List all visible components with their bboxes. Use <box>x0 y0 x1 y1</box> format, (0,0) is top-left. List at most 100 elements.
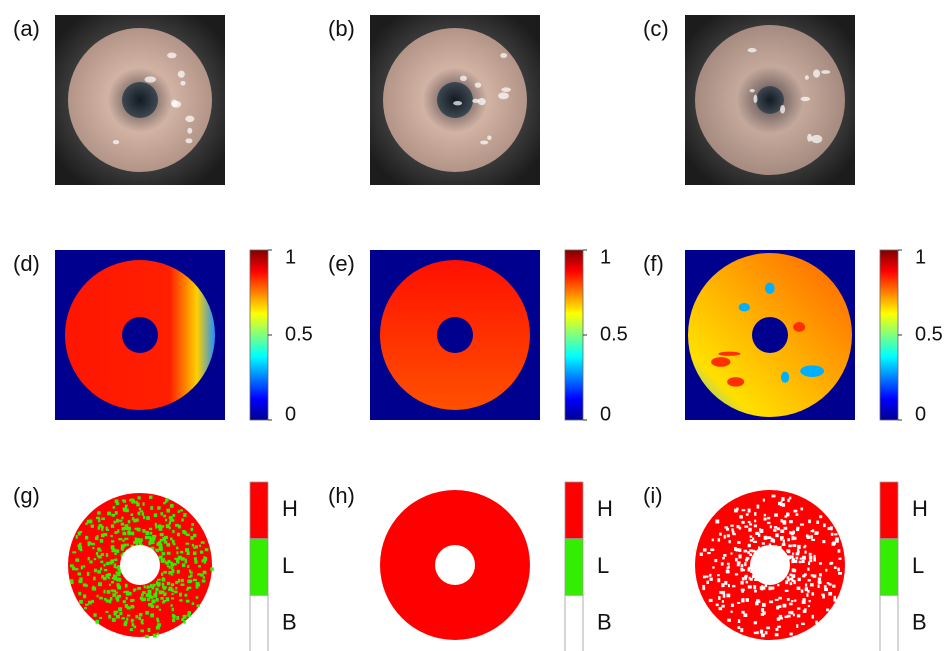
class-speckle <box>741 599 744 603</box>
class-speckle <box>181 518 183 521</box>
class-speckle <box>131 619 133 623</box>
specular-highlight <box>172 101 181 108</box>
class-speckle <box>791 560 794 563</box>
class-speckle <box>116 519 119 523</box>
class-speckle <box>760 529 764 533</box>
class-speckle <box>149 593 151 595</box>
class-speckle <box>144 585 146 588</box>
class-speckle <box>767 522 770 524</box>
class-speckle <box>166 543 170 546</box>
class-speckle <box>148 590 152 594</box>
class-speckle <box>145 611 148 615</box>
class-speckle <box>87 572 90 576</box>
heatmap-spot <box>718 352 740 356</box>
class-speckle <box>746 581 748 584</box>
class-speckle <box>114 553 116 555</box>
class-speckle <box>162 578 165 582</box>
class-speckle <box>709 574 711 577</box>
class-speckle <box>796 552 800 555</box>
specular-highlight <box>500 53 507 58</box>
class-speckle <box>718 538 720 541</box>
class-speckle <box>118 538 122 540</box>
class-speckle <box>94 569 97 573</box>
class-speckle <box>835 537 838 540</box>
class-speckle <box>85 536 88 540</box>
class-speckle <box>172 514 175 517</box>
class-speckle <box>180 551 183 554</box>
class-speckle <box>121 517 123 520</box>
class-speckle <box>160 525 164 527</box>
class-speckle <box>182 563 185 567</box>
class-speckle <box>819 573 822 576</box>
class-speckle <box>771 587 774 590</box>
class-speckle <box>179 593 182 597</box>
class-speckle <box>799 561 802 563</box>
legend-swatch <box>880 595 898 651</box>
class-speckle <box>147 598 150 601</box>
class-speckle <box>742 577 745 580</box>
specular-highlight <box>453 101 462 105</box>
class-speckle <box>809 553 812 556</box>
class-speckle <box>730 552 732 554</box>
class-speckle <box>98 582 102 586</box>
class-speckle <box>829 563 832 565</box>
panel-label: (i) <box>643 483 663 508</box>
class-speckle <box>202 559 204 562</box>
class-speckle <box>755 602 758 606</box>
class-speckle <box>808 561 810 565</box>
class-speckle <box>163 600 166 602</box>
class-speckle <box>718 596 720 600</box>
class-speckle <box>710 549 713 552</box>
class-speckle <box>155 523 157 526</box>
class-speckle <box>172 530 174 533</box>
class-speckle <box>130 498 134 500</box>
class-speckle <box>126 538 128 540</box>
class-speckle <box>93 613 96 616</box>
class-speckle <box>185 548 189 552</box>
class-speckle <box>775 633 779 636</box>
specular-highlight <box>753 95 757 103</box>
class-speckle <box>791 574 795 578</box>
class-speckle <box>808 579 811 581</box>
class-speckle <box>763 499 765 502</box>
class-speckle <box>99 617 102 619</box>
class-speckle <box>774 526 777 529</box>
class-speckle <box>788 545 791 548</box>
class-speckle <box>101 534 105 538</box>
class-speckle <box>797 614 800 617</box>
class-speckle <box>834 566 837 568</box>
class-speckle <box>163 502 166 504</box>
class-speckle <box>771 539 774 542</box>
class-speckle <box>727 563 730 565</box>
class-speckle <box>125 505 128 507</box>
colorbar <box>250 250 268 420</box>
heatmap-spot <box>765 283 775 294</box>
class-speckle <box>106 562 109 565</box>
class-speckle <box>737 602 740 604</box>
class-speckle <box>112 593 116 597</box>
class-speckle <box>197 573 201 575</box>
classification-map <box>380 490 530 640</box>
class-speckle <box>128 520 131 523</box>
class-speckle <box>112 618 116 622</box>
class-speckle <box>754 512 756 516</box>
class-speckle <box>767 536 771 539</box>
class-speckle <box>719 533 722 536</box>
class-speckle <box>151 605 154 608</box>
class-speckle <box>137 538 140 542</box>
class-speckle <box>105 611 108 613</box>
class-speckle <box>167 582 170 585</box>
lumen <box>756 86 784 114</box>
specular-highlight <box>178 71 185 78</box>
class-speckle <box>181 583 185 585</box>
class-speckle <box>813 558 816 562</box>
class-speckle <box>79 543 81 545</box>
class-speckle <box>127 544 129 546</box>
class-speckle <box>717 574 720 576</box>
class-speckle <box>171 583 174 586</box>
class-speckle <box>716 604 719 606</box>
legend-swatch <box>250 482 268 539</box>
class-speckle <box>754 520 756 523</box>
colorbar-tick-label: 0.5 <box>915 323 943 345</box>
class-speckle <box>722 600 724 603</box>
